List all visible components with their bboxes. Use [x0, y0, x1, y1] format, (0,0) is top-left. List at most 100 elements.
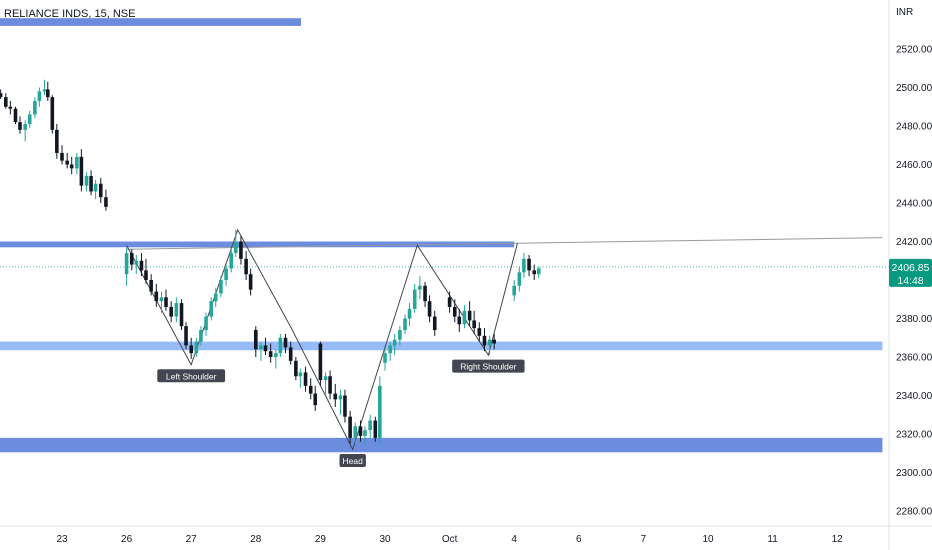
candle-body: [313, 393, 318, 406]
candle-body: [358, 426, 363, 436]
candle-body: [42, 89, 47, 92]
zone-rect: [0, 437, 883, 453]
candle-body: [452, 306, 457, 317]
candle-body: [55, 129, 59, 153]
candle-body: [89, 176, 93, 192]
candle-body: [8, 106, 13, 109]
candle-body: [532, 270, 537, 275]
candle-body: [33, 100, 37, 115]
pattern-label-bg: [452, 359, 525, 373]
candle-body: [129, 253, 134, 265]
price-tick-label: 2280.00: [896, 507, 932, 518]
candle-body: [298, 372, 303, 377]
candle-body: [139, 260, 144, 271]
price-tick-label: 2460.00: [896, 160, 932, 171]
candle-body: [213, 293, 218, 302]
time-tick-label: 7: [641, 534, 647, 545]
price-tick-label: 2500.00: [896, 83, 932, 94]
price-tick-label: 2320.00: [896, 430, 932, 441]
candle-body: [274, 353, 278, 357]
candle-body: [144, 270, 148, 280]
time-tick-label: 29: [315, 534, 327, 545]
candle-body: [0, 93, 3, 98]
time-tick-label: 10: [702, 534, 714, 545]
candle-body: [318, 343, 323, 381]
candle-body: [204, 316, 208, 331]
time-tick-label: 6: [576, 534, 582, 545]
candle-body: [164, 297, 168, 307]
candle-body: [194, 341, 199, 354]
candle-body: [248, 274, 253, 290]
pattern-labels-layer: Left Shoulder Head Right Shoulder: [157, 359, 525, 467]
candle-body: [239, 241, 243, 259]
candle-body: [50, 97, 55, 130]
candle-body: [294, 360, 298, 377]
head-and-shoulders-line: [126, 228, 518, 451]
time-tick-label: 27: [186, 534, 198, 545]
candle-body: [278, 337, 283, 354]
candle-body: [84, 176, 89, 186]
candle-body: [462, 310, 467, 325]
price-tick-label: 2360.00: [896, 353, 932, 364]
time-tick-label: 12: [832, 534, 844, 545]
candle-body: [13, 108, 18, 123]
pattern-layer: [126, 228, 883, 451]
chart-title: RELIANCE INDS, 15, NSE: [4, 8, 135, 20]
candle-body: [3, 97, 8, 107]
zones-layer: [0, 18, 889, 453]
candle-body: [457, 316, 462, 325]
candle-body: [219, 280, 223, 294]
candle-body: [189, 345, 193, 354]
candle-body: [447, 297, 452, 307]
candle-body: [288, 347, 293, 361]
pattern-label: Left Shoulder: [166, 371, 217, 381]
time-tick-label: 4: [511, 534, 517, 545]
candle-body: [353, 426, 358, 438]
candle-body: [467, 310, 472, 321]
candle-body: [69, 164, 74, 169]
countdown-label: 14:48: [897, 275, 923, 287]
candle-body: [303, 372, 308, 386]
candle-body: [263, 345, 268, 352]
candle-body: [93, 183, 98, 192]
time-tick-label: 11: [767, 534, 778, 545]
candle-body: [392, 339, 397, 346]
candle-body: [378, 385, 382, 438]
pattern-label: Head: [343, 456, 364, 466]
currency-label: INR: [896, 7, 913, 18]
candle-body: [209, 301, 214, 317]
price-tick-label: 2480.00: [896, 122, 932, 133]
candle-body: [477, 328, 482, 336]
candle-body: [233, 241, 238, 254]
candle-body: [159, 297, 164, 302]
zone-rect: [0, 341, 883, 351]
candle-body: [427, 301, 432, 317]
candle-body: [268, 351, 273, 357]
candle-body: [323, 376, 328, 381]
candle-body: [338, 395, 343, 400]
candles-layer: [0, 79, 541, 446]
candle-body: [527, 258, 531, 271]
candle-body: [522, 258, 526, 273]
candle-body: [383, 353, 387, 363]
candle-body: [149, 280, 153, 292]
candle-body: [244, 258, 248, 275]
candle-body: [184, 326, 188, 346]
candle-body: [403, 318, 407, 331]
candle-body: [412, 289, 417, 309]
price-tick-label: 2380.00: [896, 314, 932, 325]
candle-body: [27, 114, 32, 125]
time-tick-label: Oct: [442, 534, 458, 545]
time-axis[interactable]: 23 26 27 28 29 30 Oct 4 6 7 10 11 12: [56, 534, 843, 545]
candle-body: [37, 91, 42, 101]
candle-body: [373, 420, 378, 438]
time-tick-label: 23: [56, 534, 68, 545]
neckline: [126, 237, 883, 250]
candle-body: [482, 335, 487, 346]
candle-body: [472, 320, 476, 329]
candle-body: [348, 416, 352, 438]
candle-body: [418, 285, 422, 290]
price-tick-label: 2520.00: [896, 45, 932, 56]
